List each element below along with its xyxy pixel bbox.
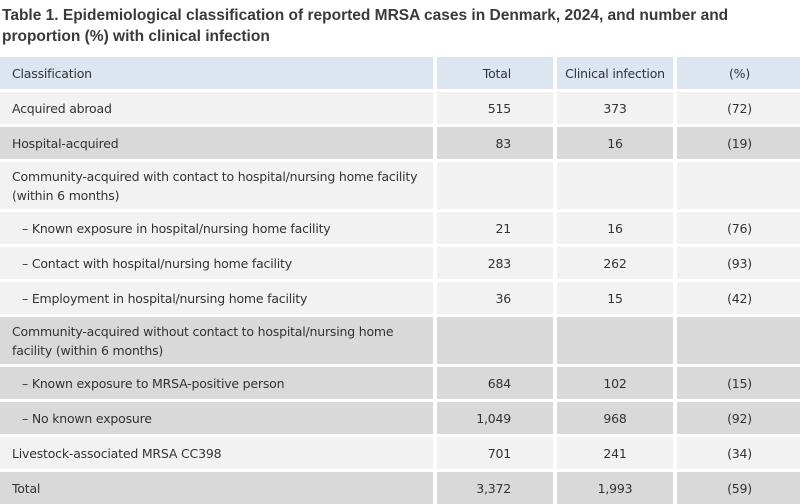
row-total	[437, 162, 553, 209]
row-total: 684	[437, 367, 553, 399]
row-percent: (72)	[677, 92, 800, 124]
row-classification: Community-acquired without contact to ho…	[0, 317, 433, 364]
row-classification: – Known exposure to MRSA-positive person	[0, 367, 433, 399]
row-classification: – Known exposure in hospital/nursing hom…	[0, 212, 433, 244]
row-total: 701	[437, 437, 553, 469]
row-total: 83	[437, 127, 553, 159]
row-clinical-infection: 102	[557, 367, 673, 399]
row-total: 1,049	[437, 402, 553, 434]
row-percent: (34)	[677, 437, 800, 469]
mrsa-table: Classification Total Clinical infection …	[0, 57, 800, 504]
row-total	[437, 317, 553, 364]
row-clinical-infection	[557, 317, 673, 364]
row-classification: – Employment in hospital/nursing home fa…	[0, 282, 433, 314]
row-percent	[677, 162, 800, 209]
row-total: 283	[437, 247, 553, 279]
row-clinical-infection: 262	[557, 247, 673, 279]
row-clinical-infection: 16	[557, 127, 673, 159]
row-percent: (92)	[677, 402, 800, 434]
row-clinical-infection: 968	[557, 402, 673, 434]
row-percent: (59)	[677, 472, 800, 504]
row-total: 515	[437, 92, 553, 124]
row-classification: Hospital-acquired	[0, 127, 433, 159]
row-clinical-infection: 373	[557, 92, 673, 124]
row-total: 3,372	[437, 472, 553, 504]
row-classification: – No known exposure	[0, 402, 433, 434]
row-classification: Livestock-associated MRSA CC398	[0, 437, 433, 469]
row-clinical-infection: 15	[557, 282, 673, 314]
header-total: Total	[437, 57, 553, 89]
row-clinical-infection: 16	[557, 212, 673, 244]
row-total: 21	[437, 212, 553, 244]
row-percent: (15)	[677, 367, 800, 399]
row-classification: Community-acquired with contact to hospi…	[0, 162, 433, 209]
row-percent: (76)	[677, 212, 800, 244]
row-classification: – Contact with hospital/nursing home fac…	[0, 247, 433, 279]
table-title: Table 1. Epidemiological classification …	[2, 7, 729, 45]
row-percent	[677, 317, 800, 364]
row-total: 36	[437, 282, 553, 314]
row-clinical-infection	[557, 162, 673, 209]
header-clinical-infection: Clinical infection	[557, 57, 673, 89]
row-percent: (42)	[677, 282, 800, 314]
row-classification: Acquired abroad	[0, 92, 433, 124]
header-percent: (%)	[677, 57, 800, 89]
row-clinical-infection: 1,993	[557, 472, 673, 504]
row-percent: (93)	[677, 247, 800, 279]
row-classification: Total	[0, 472, 433, 504]
header-classification: Classification	[0, 57, 433, 89]
row-clinical-infection: 241	[557, 437, 673, 469]
row-percent: (19)	[677, 127, 800, 159]
